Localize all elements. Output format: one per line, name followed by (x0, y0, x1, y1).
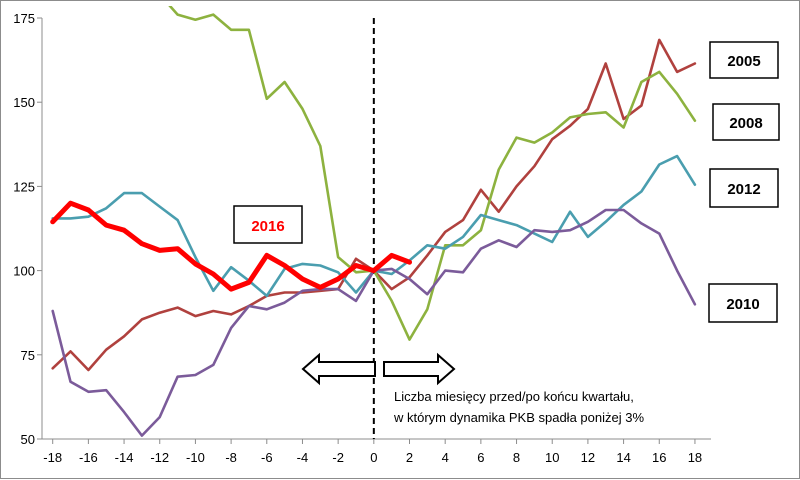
series-label-text: 2010 (726, 296, 759, 313)
x-tick-label: 12 (581, 450, 595, 465)
x-tick-label: 6 (477, 450, 484, 465)
x-tick-label: -6 (261, 450, 273, 465)
x-tick-label: 18 (688, 450, 702, 465)
x-tick-label: 0 (370, 450, 377, 465)
x-tick-label: 8 (513, 450, 520, 465)
series-line-2016 (50, 200, 412, 292)
x-tick-label: 14 (616, 450, 630, 465)
y-tick-label: 150 (13, 95, 35, 110)
y-tick-label: 100 (13, 264, 35, 279)
series-label-text: 2008 (729, 115, 762, 132)
series-label-2008: 2008 (712, 103, 780, 141)
series-label-2005: 2005 (709, 41, 779, 79)
series-label-text: 2005 (727, 53, 760, 70)
x-tick-label: 2 (406, 450, 413, 465)
x-tick-label: -8 (225, 450, 237, 465)
y-tick-label: 125 (13, 179, 35, 194)
y-tick-label: 175 (13, 11, 35, 26)
x-tick-label: -10 (186, 450, 205, 465)
y-tick-label: 75 (21, 348, 35, 363)
y-tick-label: 50 (21, 432, 35, 447)
x-tick-label: 10 (545, 450, 559, 465)
x-tick-label: -4 (297, 450, 309, 465)
x-tick-label: -14 (115, 450, 134, 465)
series-line-2012 (51, 154, 697, 298)
y-tick-labels: 50 75 100 125 150 175 (13, 11, 42, 447)
series-lines (50, 6, 697, 437)
series-label-2012: 2012 (709, 168, 779, 208)
x-tick-label: 4 (442, 450, 449, 465)
x-tick-label: -18 (43, 450, 62, 465)
annotation-line-1: Liczba miesięcy przed/po końcu kwartału, (394, 389, 634, 404)
series-label-2010: 2010 (708, 283, 778, 323)
right-arrow-icon (383, 352, 456, 386)
x-tick-label: -16 (79, 450, 98, 465)
x-tick-label: -2 (332, 450, 344, 465)
x-tick-labels: -18 -16 -14 -12 -10 -8 -6 -4 -2 0 2 4 6 8 10 12 14 16 18 (43, 439, 702, 465)
series-label-2016: 2016 (233, 205, 303, 244)
axes (41, 18, 711, 440)
series-label-text: 2016 (251, 218, 284, 235)
series-line-2008 (168, 6, 697, 341)
x-tick-label: 16 (652, 450, 666, 465)
series-label-text: 2012 (727, 181, 760, 198)
annotation-line-2: w którym dynamika PKB spadła poniżej 3% (393, 410, 644, 425)
x-tick-label: -12 (150, 450, 169, 465)
left-arrow-icon (301, 352, 376, 386)
